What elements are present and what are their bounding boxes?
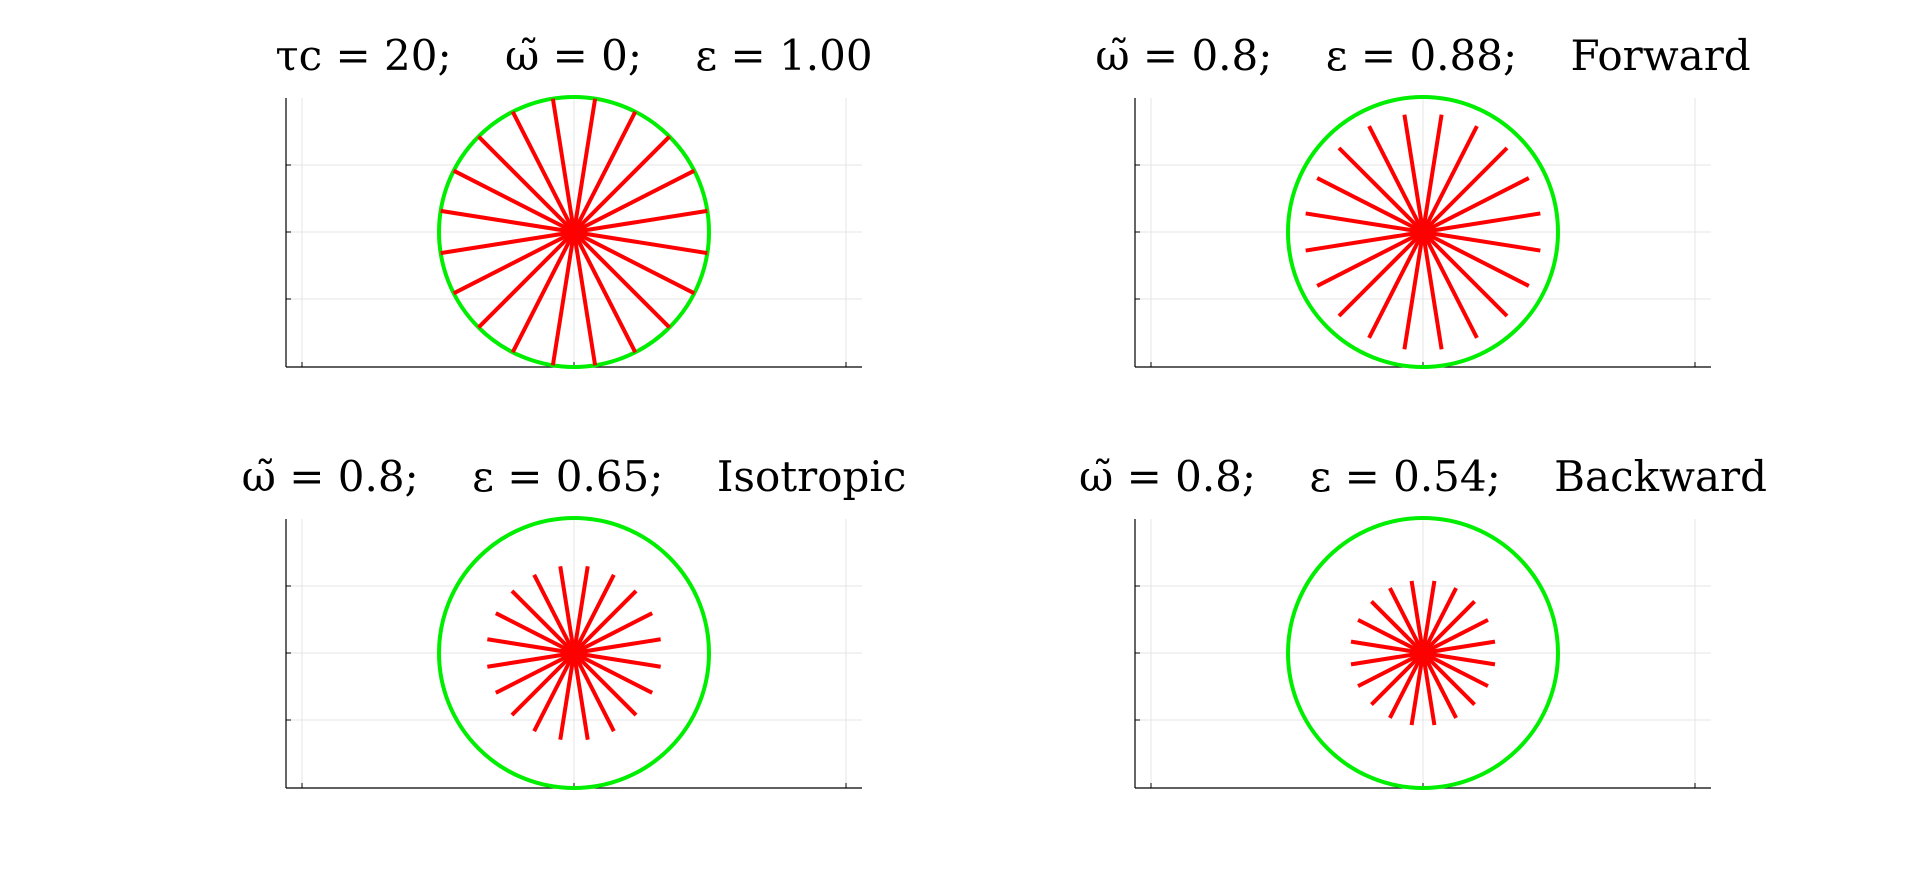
spoke: [1422, 176, 1530, 234]
spoke: [1421, 580, 1437, 654]
spoke: [1388, 587, 1425, 654]
spoke: [1337, 230, 1425, 318]
spoke: [1421, 587, 1458, 654]
spoke: [1350, 651, 1424, 667]
spoke: [1421, 146, 1509, 234]
spoke: [550, 98, 576, 233]
spoke: [1421, 652, 1458, 719]
spoke: [1316, 230, 1424, 288]
spoke: [1388, 652, 1425, 719]
spoke: [572, 652, 590, 740]
spoke: [572, 110, 638, 233]
spoke: [573, 208, 708, 234]
spoke: [572, 230, 671, 329]
spoke: [1421, 231, 1479, 339]
spoke: [1421, 125, 1479, 233]
panel-title: ω̃ = 0.8; ε = 0.65; Isotropic: [242, 452, 907, 501]
spoke: [1421, 231, 1444, 350]
spoke: [573, 651, 654, 695]
spoke: [1422, 230, 1530, 288]
spoke: [1367, 125, 1425, 233]
panel-title: ω̃ = 0.8; ε = 0.88; Forward: [1095, 31, 1750, 80]
spoke: [572, 98, 598, 233]
spoke: [572, 231, 598, 366]
spoke: [1337, 146, 1425, 234]
spoke: [550, 231, 576, 366]
spoke: [1305, 211, 1424, 234]
spoke: [494, 611, 575, 655]
spoke: [494, 651, 575, 695]
spoke: [1422, 211, 1541, 234]
spoke: [1421, 600, 1476, 655]
spoke: [1357, 618, 1424, 655]
spoke: [1357, 651, 1424, 688]
spoke: [1350, 639, 1424, 655]
spoke: [1422, 230, 1541, 253]
spoke: [452, 168, 575, 234]
spoke: [558, 566, 576, 654]
spoke: [572, 651, 638, 717]
panel-title: τc = 20; ω̃ = 0; ε = 1.00: [275, 31, 872, 80]
spoke: [573, 611, 654, 655]
spoke: [532, 652, 576, 733]
unit-circle: [1286, 516, 1560, 790]
spoke: [487, 651, 575, 669]
spoke: [558, 652, 576, 740]
spoke: [1422, 618, 1489, 655]
spoke: [1422, 651, 1496, 667]
spoke: [1421, 652, 1437, 726]
spoke: [1421, 114, 1444, 233]
spoke: [510, 231, 576, 354]
spoke: [510, 110, 576, 233]
panel-title: ω̃ = 0.8; ε = 0.54; Backward: [1079, 452, 1767, 501]
spoke: [1316, 176, 1424, 234]
spoke: [1421, 230, 1509, 318]
unit-circle: [437, 516, 711, 790]
unit-circle: [437, 95, 711, 369]
spoke: [477, 230, 576, 329]
spoke: [452, 230, 575, 296]
spoke: [1402, 231, 1425, 350]
spoke: [1409, 652, 1425, 726]
spoke: [572, 135, 671, 234]
spoke: [1402, 114, 1425, 233]
spoke: [532, 573, 576, 654]
spoke: [573, 230, 696, 296]
spoke: [1370, 651, 1425, 706]
spoke: [572, 652, 616, 733]
spoke: [572, 589, 638, 655]
spoke: [573, 168, 696, 234]
spoke: [572, 573, 616, 654]
spoke: [1409, 580, 1425, 654]
spoke: [572, 231, 638, 354]
spoke: [573, 651, 661, 669]
spoke: [1305, 230, 1424, 253]
spoke: [440, 230, 575, 256]
spoke: [510, 589, 576, 655]
spoke: [477, 135, 576, 234]
spoke: [487, 637, 575, 655]
unit-circle: [1286, 95, 1560, 369]
spoke: [573, 637, 661, 655]
spoke: [573, 230, 708, 256]
spoke: [1422, 639, 1496, 655]
spoke: [572, 566, 590, 654]
spoke: [1370, 600, 1425, 655]
spoke: [440, 208, 575, 234]
spoke: [510, 651, 576, 717]
spoke: [1422, 651, 1489, 688]
spoke: [1421, 651, 1476, 706]
spoke: [1367, 231, 1425, 339]
